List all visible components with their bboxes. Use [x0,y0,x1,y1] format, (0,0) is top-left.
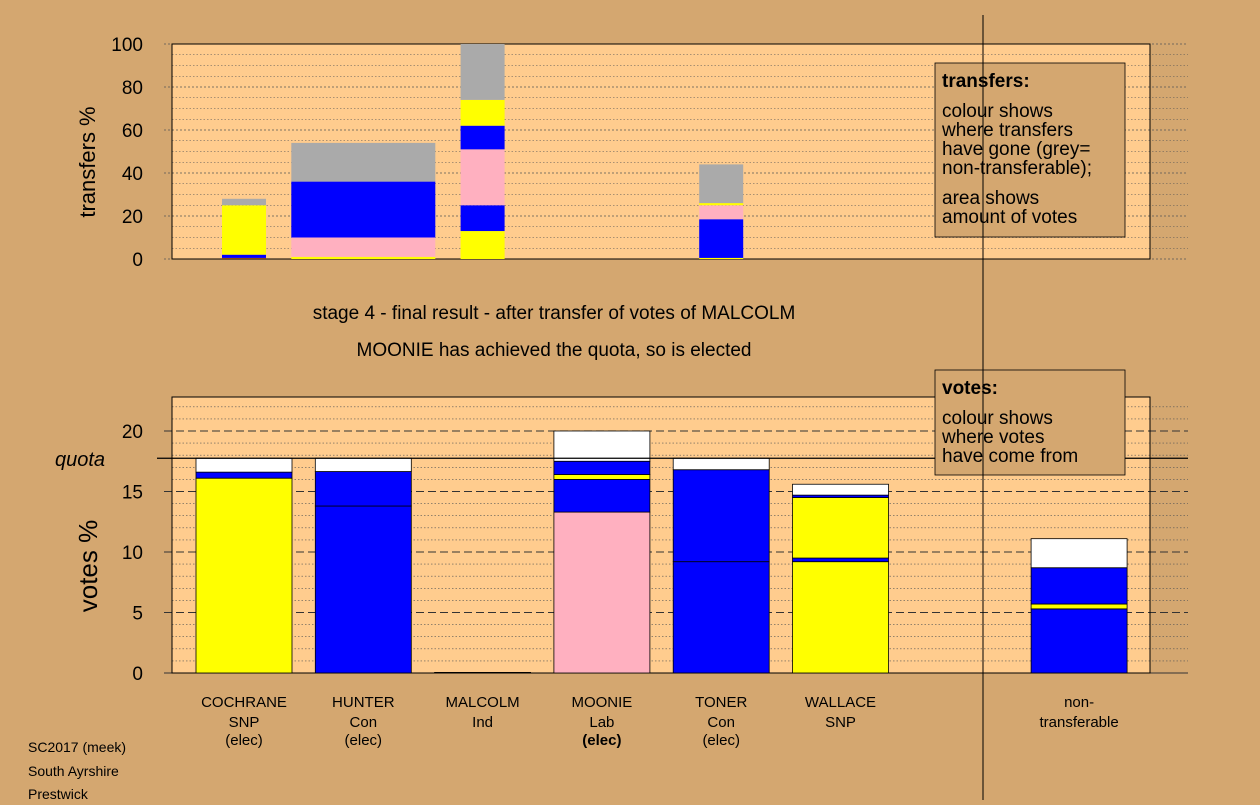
candidate-name: MOONIE [571,694,632,711]
transfer-segment [460,44,505,100]
quota-label: quota [55,449,105,471]
transfer-segment [222,198,266,206]
y-axis-title: votes % [73,520,103,613]
vote-segment [1030,608,1128,674]
candidate-status: (elec) [225,732,263,749]
y-tick-label: 10 [122,543,143,564]
plot-frame [171,43,1151,260]
transfer-segment [291,142,436,182]
candidate-name: MALCOLM [446,694,520,711]
footer-line-1: SC2017 (meek) [28,739,126,755]
transfer-segment [699,257,744,259]
transfer-segment [222,205,266,255]
legend-line: amount of votes [942,207,1077,228]
vote-segment [314,505,412,674]
transfer-segment [291,256,436,259]
footer-line-2: South Ayrshire [28,763,119,779]
vote-segment [1030,603,1128,610]
vote-segment [314,471,412,507]
transfer-segment [699,205,744,220]
y-tick-label: 15 [122,483,143,504]
stage-subtitle: MOONIE has achieved the quota, so is ele… [357,340,752,361]
vote-segment [314,457,412,472]
transfer-segment [291,237,436,257]
vote-segment [195,471,293,479]
candidate-name: TONER [695,694,747,711]
legend-line: where transfers [941,120,1073,141]
candidate-party: Con [350,714,378,731]
transfer-segment [222,257,266,259]
transfer-segment [460,149,505,206]
candidate-status: (elec) [702,732,740,749]
vote-segment [672,457,770,471]
legend-title: transfers: [942,71,1030,92]
candidate-party: SNP [229,714,260,731]
legend-title: votes: [942,378,998,399]
y-tick-label: 0 [132,250,143,271]
candidate-status: (elec) [582,732,621,749]
y-tick-label: 0 [132,664,143,685]
footer-line-3: Prestwick [28,786,89,800]
y-tick-label: 5 [132,604,143,625]
candidate-name: COCHRANE [201,694,287,711]
legend-line: have gone (grey= [942,139,1090,160]
transfer-segment [460,205,505,232]
vote-segment [672,561,770,674]
legend-line: where votes [941,427,1044,448]
y-axis-title: transfers % [75,106,100,217]
votes-chart: 0 5 10 15 20 votes % quota votes: colour showswh… [55,369,1188,749]
vote-segment [792,561,889,674]
vote-segment [553,511,651,674]
vote-segment [1030,567,1128,605]
transfer-segment [699,164,744,204]
y-tick-label: 20 [122,207,143,228]
vote-segment [1030,538,1128,569]
y-tick-label: 60 [122,121,143,142]
y-tick-label: 80 [122,78,143,99]
transfer-segment [460,231,505,259]
vote-segment [553,474,651,480]
transfer-segment [291,181,436,238]
vote-segment [434,671,532,674]
legend-line: have come from [942,446,1078,467]
legend-box [934,62,1126,238]
vote-segment [792,557,889,563]
candidate-party: Lab [589,714,614,731]
legend-box [934,369,1126,476]
nontransferable-label: transferable [1039,714,1118,731]
candidate-party: Ind [472,714,493,731]
candidate-name: HUNTER [332,694,395,711]
stage-title: stage 4 - final result - after transfer … [313,303,796,324]
candidate-status: (elec) [345,732,383,749]
candidate-name: WALLACE [805,694,876,711]
vote-segment [195,457,293,473]
legend-line: colour shows [942,101,1053,122]
transfer-segment [699,219,744,258]
y-tick-label: 100 [111,35,143,56]
vote-segment [553,430,651,462]
vote-segment [792,497,889,559]
candidate-party: Con [707,714,735,731]
transfer-segment [222,254,266,258]
vote-segment [553,460,651,475]
legend-line: area shows [942,188,1039,209]
transfer-segment [460,99,505,126]
legend-line: non-transferable); [942,158,1092,179]
plot-frame [171,396,1151,674]
transfer-segment [460,125,505,150]
transfers-chart: 0 20 40 60 80 100 transfers % transfers: colour … [75,35,1188,271]
vote-segment [792,483,889,496]
transfer-segment [699,203,744,206]
y-tick-label: 20 [122,422,143,443]
vote-segment [195,477,293,674]
y-tick-label: 40 [122,164,143,185]
legend-line: colour shows [942,408,1053,429]
vote-segment [553,478,651,513]
nontransferable-label: non- [1064,694,1094,711]
vote-segment [672,469,770,563]
candidate-party: SNP [825,714,856,731]
